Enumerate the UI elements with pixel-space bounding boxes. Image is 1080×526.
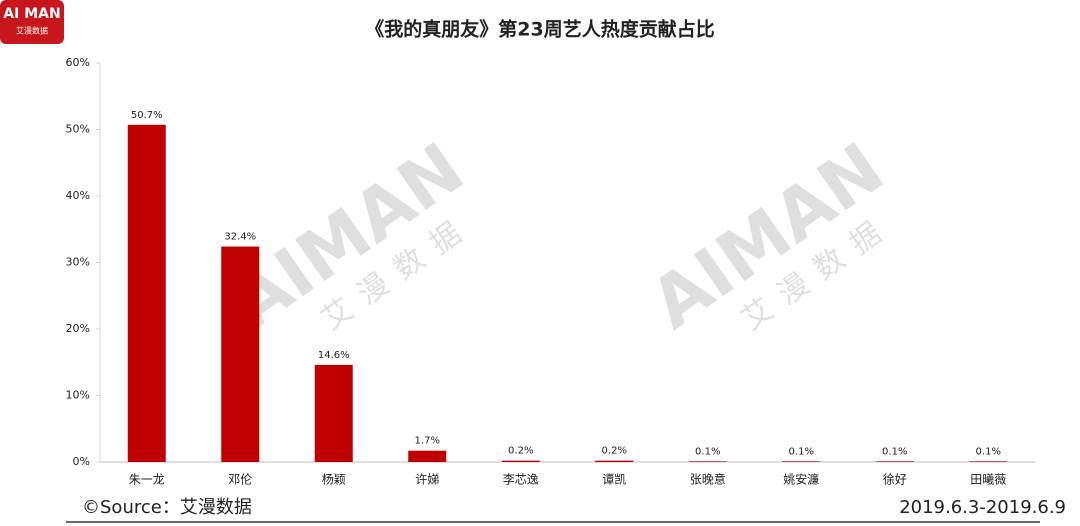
- bar: [314, 364, 353, 462]
- value-label: 0.2%: [508, 446, 533, 457]
- x-tick-label: 张晚意: [690, 472, 726, 487]
- bar: [595, 460, 634, 462]
- bar: [501, 460, 540, 462]
- x-tick-label: 徐好: [883, 472, 907, 487]
- value-label: 0.1%: [976, 446, 1001, 457]
- logo-text: AI MAN: [3, 6, 60, 22]
- value-label: 14.6%: [318, 350, 350, 361]
- y-tick-label: 40%: [66, 189, 90, 202]
- x-tick-label: 许娣: [415, 472, 439, 487]
- value-label: 0.1%: [789, 446, 814, 457]
- watermark: AIMAN 艾漫数据: [636, 127, 899, 345]
- y-tick-label: 20%: [66, 322, 90, 335]
- bar: [408, 450, 447, 462]
- x-tick-label: 邓伦: [228, 472, 252, 487]
- y-tick-label: 0%: [73, 455, 90, 468]
- bar: [221, 246, 260, 462]
- value-label: 0.1%: [882, 446, 907, 457]
- logo-badge: [0, 0, 64, 44]
- logo-subtitle: 艾漫数据: [16, 26, 48, 36]
- y-tick-label: 30%: [66, 256, 90, 269]
- bar: [127, 124, 166, 462]
- chart-title: 《我的真朋友》第23周艺人热度贡献占比: [365, 18, 714, 41]
- x-tick-label: 李芯逸: [503, 472, 539, 487]
- x-tick-label: 田曦薇: [970, 473, 1006, 487]
- value-label: 1.7%: [415, 436, 440, 447]
- source: ©Source：艾漫数据: [82, 497, 252, 518]
- bar: [782, 461, 821, 462]
- date-range: 2019.6.3-2019.6.9: [899, 497, 1066, 518]
- bar: [969, 461, 1008, 462]
- value-label: 0.2%: [602, 446, 627, 457]
- x-tick-label: 姚安濂: [783, 472, 819, 487]
- value-label: 32.4%: [224, 232, 256, 243]
- y-tick-label: 60%: [66, 56, 90, 69]
- value-label: 0.1%: [695, 446, 720, 457]
- y-tick-label: 10%: [66, 389, 90, 402]
- bar: [688, 461, 727, 462]
- bar: [875, 461, 914, 462]
- x-tick-label: 谭凯: [602, 473, 626, 487]
- x-tick-label: 朱一龙: [129, 473, 165, 487]
- value-label: 50.7%: [131, 110, 163, 121]
- x-tick-label: 杨颖: [322, 472, 346, 487]
- y-tick-label: 50%: [66, 123, 90, 136]
